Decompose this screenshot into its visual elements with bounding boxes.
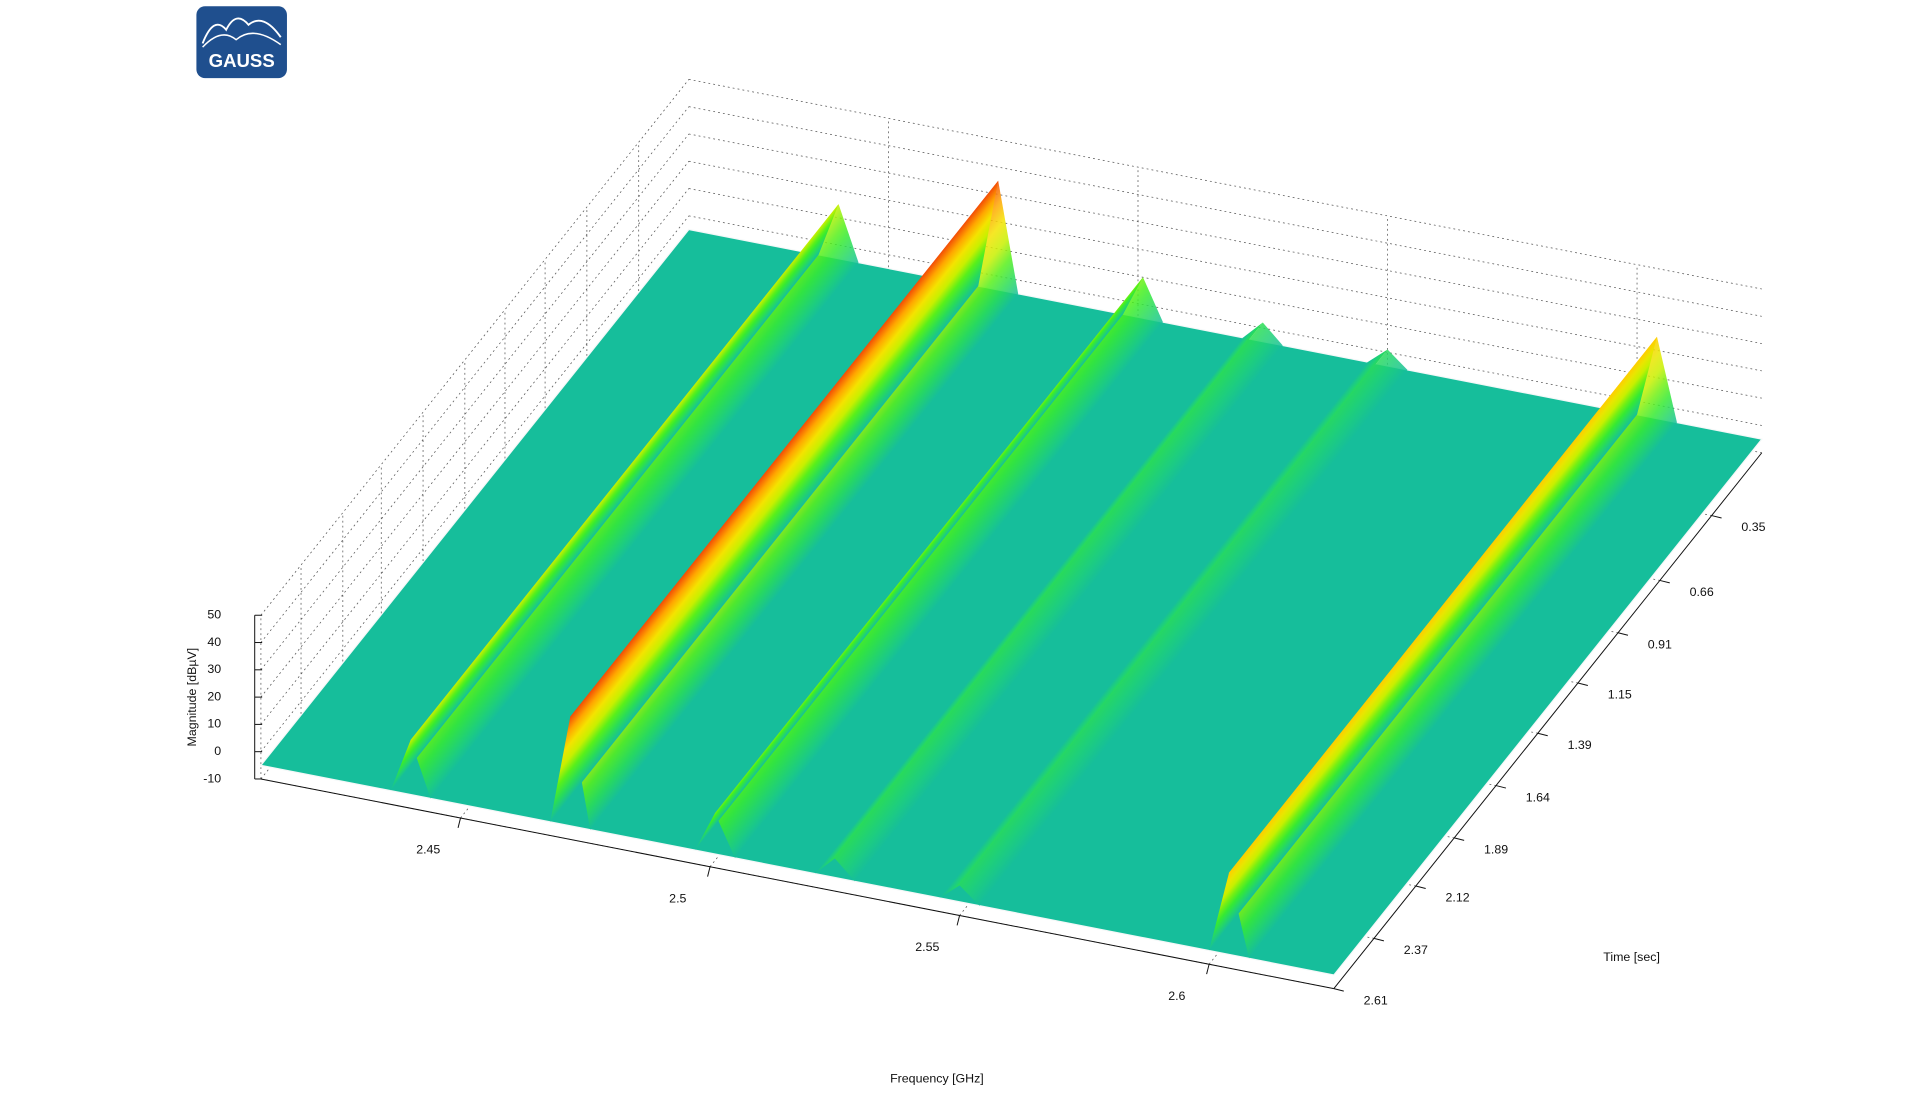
y-tick <box>1415 885 1426 889</box>
y-tick <box>1495 785 1507 789</box>
z-tick-label: 40 <box>207 635 221 649</box>
logo-mountains <box>202 32 282 48</box>
x-tick <box>457 817 462 829</box>
x-axis-label: Frequency [GHz] <box>890 1071 984 1085</box>
y-tick-label: 2.37 <box>1404 943 1428 957</box>
noise-floor-surface <box>259 228 1763 976</box>
y-tick-label: 2.61 <box>1364 993 1388 1007</box>
grid-line <box>260 188 690 725</box>
ridge-face <box>410 204 859 799</box>
z-axis-label: Magnitude [dBµV] <box>185 648 199 747</box>
x-tick <box>1206 964 1210 975</box>
ridge-face <box>939 349 1388 898</box>
x-axis <box>260 778 1334 990</box>
y-tick <box>1454 837 1465 841</box>
y-tick <box>1333 988 1344 992</box>
y-tick-label: 1.64 <box>1526 790 1550 804</box>
logo: GAUSS <box>196 6 287 79</box>
x-tick-label: 2.6 <box>1168 989 1185 1003</box>
y-tick-label: 0.35 <box>1741 520 1765 534</box>
y-tick-label: 1.39 <box>1568 738 1592 752</box>
z-tick-label: 10 <box>207 717 221 731</box>
y-tick <box>1711 515 1722 519</box>
y-tick <box>1659 579 1670 584</box>
z-tick-label: 30 <box>207 662 221 676</box>
z-tick-label: -10 <box>203 771 221 785</box>
grid-line <box>260 215 690 752</box>
y-tick-label: 0.91 <box>1648 637 1672 651</box>
y-axis <box>1333 452 1763 989</box>
ridge-face <box>550 180 999 822</box>
grid-line <box>688 215 1762 426</box>
grid-line <box>688 106 1762 317</box>
ridge-face <box>959 349 1408 906</box>
ridge-face <box>1209 336 1657 951</box>
grid-line <box>260 106 690 643</box>
grid-line <box>260 79 690 616</box>
y-tick-label: 1.15 <box>1608 688 1632 702</box>
y-tick <box>1577 682 1588 686</box>
x-tick <box>956 915 961 926</box>
y-tick-label: 1.89 <box>1484 843 1508 857</box>
grid-line <box>260 133 690 671</box>
grid-line <box>688 133 1762 344</box>
ridge-face <box>695 277 1143 851</box>
y-tick-label: 2.12 <box>1446 891 1470 905</box>
z-tick-label: 0 <box>214 744 221 758</box>
y-tick-label: 0.66 <box>1690 585 1714 599</box>
grid-line <box>260 161 690 698</box>
grid-line <box>688 160 1762 372</box>
grid-line <box>688 188 1762 399</box>
y-tick <box>1537 732 1548 737</box>
logo-mountains <box>201 17 282 44</box>
z-tick-label: 50 <box>207 608 221 622</box>
y-tick <box>1373 937 1385 942</box>
ridge-face <box>834 322 1283 882</box>
y-tick <box>1617 632 1629 636</box>
grid-line <box>688 79 1762 290</box>
x-tick-label: 2.5 <box>669 891 686 905</box>
ridge-face <box>390 204 839 791</box>
x-tick-label: 2.55 <box>915 940 939 954</box>
z-tick-label: 20 <box>207 689 221 703</box>
ridge-face <box>715 277 1163 858</box>
x-tick-label: 2.45 <box>416 843 440 857</box>
y-axis-label: Time [sec] <box>1603 950 1660 964</box>
x-tick <box>707 866 711 877</box>
ridge-face <box>814 322 1263 874</box>
logo-text: GAUSS <box>209 50 275 71</box>
